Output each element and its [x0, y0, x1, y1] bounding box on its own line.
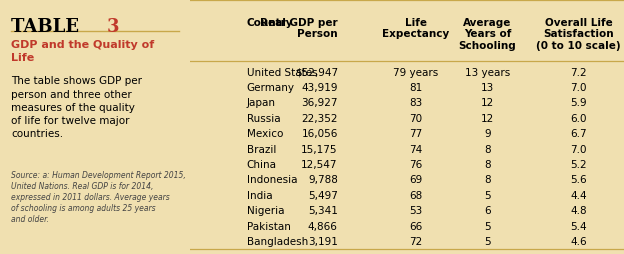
Text: 13: 13 [480, 83, 494, 93]
Text: 5.4: 5.4 [570, 221, 587, 231]
Text: 6.7: 6.7 [570, 129, 587, 139]
Text: The table shows GDP per
person and three other
measures of the quality
of life f: The table shows GDP per person and three… [11, 76, 142, 139]
Text: Russia: Russia [246, 113, 280, 123]
Text: Bangladesh: Bangladesh [246, 236, 308, 246]
Text: $52,947: $52,947 [295, 67, 338, 77]
Text: Indonesia: Indonesia [246, 175, 297, 185]
Text: 12,547: 12,547 [301, 160, 338, 169]
Text: 4.6: 4.6 [570, 236, 587, 246]
Text: 5.6: 5.6 [570, 175, 587, 185]
Text: 8: 8 [484, 144, 490, 154]
Text: 16,056: 16,056 [301, 129, 338, 139]
Text: 9: 9 [484, 129, 490, 139]
Text: 72: 72 [409, 236, 422, 246]
Text: Overall Life
Satisfaction
(0 to 10 scale): Overall Life Satisfaction (0 to 10 scale… [536, 18, 621, 51]
Text: Pakistan: Pakistan [246, 221, 291, 231]
Text: 74: 74 [409, 144, 422, 154]
Text: 77: 77 [409, 129, 422, 139]
Text: 5: 5 [484, 221, 490, 231]
Text: 76: 76 [409, 160, 422, 169]
Text: 12: 12 [480, 113, 494, 123]
Text: India: India [246, 190, 272, 200]
Text: 4,866: 4,866 [308, 221, 338, 231]
Text: GDP and the Quality of
Life: GDP and the Quality of Life [11, 39, 155, 62]
Text: Japan: Japan [246, 98, 276, 108]
Text: Germany: Germany [246, 83, 295, 93]
Text: 7.2: 7.2 [570, 67, 587, 77]
Text: 12: 12 [480, 98, 494, 108]
Text: China: China [246, 160, 276, 169]
Text: TABLE: TABLE [11, 18, 85, 36]
Text: Brazil: Brazil [246, 144, 276, 154]
Text: 6.0: 6.0 [570, 113, 587, 123]
Text: 83: 83 [409, 98, 422, 108]
Text: 3,191: 3,191 [308, 236, 338, 246]
Text: 8: 8 [484, 160, 490, 169]
Text: Nigeria: Nigeria [246, 205, 284, 215]
Text: 4.4: 4.4 [570, 190, 587, 200]
Text: 68: 68 [409, 190, 422, 200]
Text: 5: 5 [484, 236, 490, 246]
Text: 7.0: 7.0 [570, 144, 587, 154]
Text: 8: 8 [484, 175, 490, 185]
Text: Mexico: Mexico [246, 129, 283, 139]
Text: 66: 66 [409, 221, 422, 231]
Text: Real GDP per
Person: Real GDP per Person [260, 18, 338, 39]
Text: 5,341: 5,341 [308, 205, 338, 215]
Text: Average
Years of
Schooling: Average Years of Schooling [459, 18, 516, 51]
Text: 22,352: 22,352 [301, 113, 338, 123]
Text: Source: a: Human Development Report 2015,
United Nations. Real GDP is for 2014,
: Source: a: Human Development Report 2015… [11, 170, 186, 223]
Text: 3: 3 [107, 18, 119, 36]
Text: United States: United States [246, 67, 318, 77]
Text: 79 years: 79 years [393, 67, 439, 77]
Text: 69: 69 [409, 175, 422, 185]
Text: 13 years: 13 years [465, 67, 510, 77]
Text: 9,788: 9,788 [308, 175, 338, 185]
Text: 6: 6 [484, 205, 490, 215]
Text: 5: 5 [484, 190, 490, 200]
Text: 53: 53 [409, 205, 422, 215]
Text: 4.8: 4.8 [570, 205, 587, 215]
Text: 5.9: 5.9 [570, 98, 587, 108]
Text: Life
Expectancy: Life Expectancy [383, 18, 449, 39]
Text: 81: 81 [409, 83, 422, 93]
Text: 36,927: 36,927 [301, 98, 338, 108]
Text: 43,919: 43,919 [301, 83, 338, 93]
Text: 5,497: 5,497 [308, 190, 338, 200]
Text: 15,175: 15,175 [301, 144, 338, 154]
Text: Country: Country [246, 18, 293, 28]
Text: 5.2: 5.2 [570, 160, 587, 169]
Text: 70: 70 [409, 113, 422, 123]
Text: 7.0: 7.0 [570, 83, 587, 93]
